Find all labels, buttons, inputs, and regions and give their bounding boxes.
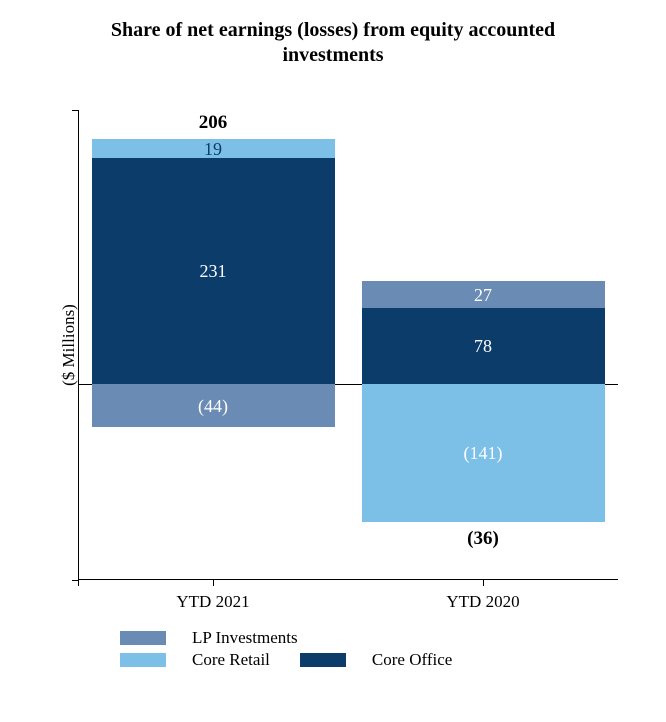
- bar-segment: 27: [362, 281, 605, 307]
- bar-segment: (44): [92, 384, 335, 427]
- title-line-2: investments: [282, 44, 383, 66]
- bar-segment-label: (141): [362, 443, 605, 464]
- y-tick: [72, 580, 78, 581]
- bar-segment-label: (44): [92, 396, 335, 417]
- chart-title: Share of net earnings (losses) from equi…: [0, 0, 666, 68]
- legend-row: LP InvestmentsCore Retail Core Office: [120, 628, 590, 672]
- bar-segment-label: 19: [92, 139, 335, 160]
- legend-swatch: [120, 631, 166, 645]
- x-tick: [213, 580, 214, 586]
- y-axis-label: ($ Millions): [59, 304, 79, 386]
- legend-label: LP Investments: [192, 628, 298, 648]
- bar-segment: 78: [362, 308, 605, 384]
- bar-segment-label: 78: [362, 336, 605, 357]
- x-tick: [483, 580, 484, 586]
- legend-item: Core Office: [300, 650, 452, 670]
- category-label: YTD 2021: [176, 592, 249, 612]
- y-axis: [78, 110, 79, 580]
- legend: LP InvestmentsCore Retail Core Office: [120, 628, 590, 672]
- bar-segment: 231: [92, 158, 335, 384]
- bar-segment-label: 27: [362, 285, 605, 306]
- bar-segment: (141): [362, 384, 605, 522]
- bar-segment: 19: [92, 139, 335, 158]
- bar-total-label: (36): [467, 528, 499, 550]
- category-label: YTD 2020: [446, 592, 519, 612]
- x-tick: [78, 580, 79, 586]
- legend-label: Core Office: [372, 650, 452, 670]
- y-tick: [72, 110, 78, 111]
- bar-segment-label: 231: [92, 261, 335, 282]
- legend-item: Core Retail: [120, 650, 270, 670]
- x-axis: [78, 579, 618, 580]
- legend-swatch: [120, 653, 166, 667]
- legend-swatch: [300, 653, 346, 667]
- bar-total-label: 206: [199, 112, 228, 134]
- chart-plot-area: ($ Millions) (44)23119206YTD 2021(141)78…: [78, 110, 618, 580]
- title-line-1: Share of net earnings (losses) from equi…: [111, 19, 555, 41]
- legend-label: Core Retail: [192, 650, 270, 670]
- legend-item: LP Investments: [120, 628, 400, 648]
